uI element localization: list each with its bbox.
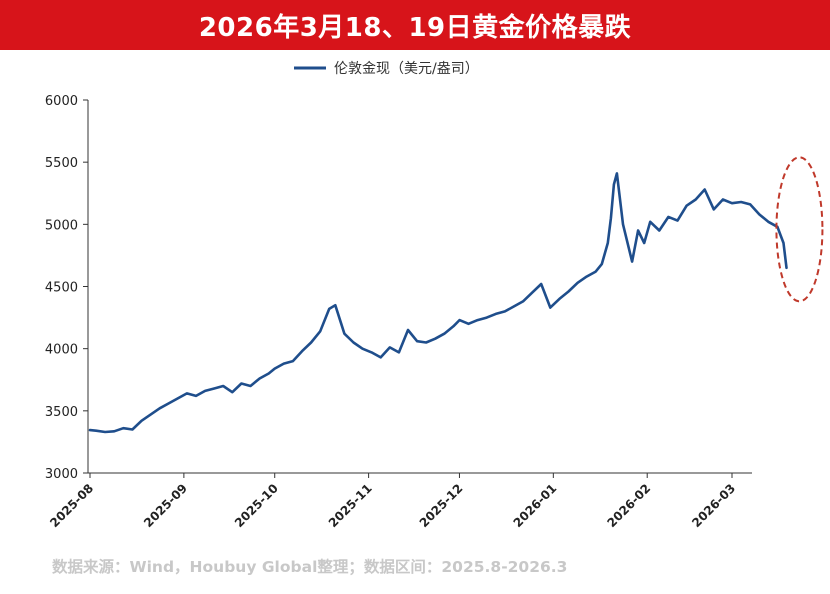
y-tick-label: 3000 <box>45 467 78 482</box>
x-tick-label: 2025-11 <box>326 481 375 530</box>
x-tick-label: 2025-12 <box>417 481 466 530</box>
y-tick-label: 3500 <box>45 405 78 420</box>
title-banner: 2026年3月18、19日黄金价格暴跌 <box>0 0 830 50</box>
y-tick-label: 4500 <box>45 281 78 296</box>
highlight-ellipse <box>775 156 824 303</box>
y-tick-label: 5000 <box>45 218 78 233</box>
y-tick-label: 6000 <box>45 94 78 109</box>
source-note: 数据来源：Wind，Houbuy Global整理；数据区间：2025.8-20… <box>52 558 568 576</box>
series-line-gold-spot <box>88 172 788 434</box>
plot-area <box>88 156 824 434</box>
x-tick-label: 2026-01 <box>511 481 560 530</box>
x-tick-label: 2025-10 <box>232 481 281 530</box>
gold-price-chart: 伦敦金现（美元/盎司） 3000 3500 4000 4500 5000 5500 6000… <box>45 61 824 530</box>
y-tick-label: 4000 <box>45 343 78 358</box>
y-tick-label: 5500 <box>45 156 78 171</box>
chart-legend: 伦敦金现（美元/盎司） <box>294 61 479 77</box>
chart-axes: 3000 3500 4000 4500 5000 5500 6000 2025-08 2025-… <box>45 94 752 530</box>
x-tick-label: 2025-08 <box>47 481 96 530</box>
x-tick-label: 2026-02 <box>604 481 653 530</box>
legend-label: 伦敦金现（美元/盎司） <box>334 61 479 77</box>
x-tick-label: 2026-03 <box>689 481 738 530</box>
page-title: 2026年3月18、19日黄金价格暴跌 <box>198 12 632 43</box>
x-tick-label: 2025-09 <box>141 481 190 530</box>
